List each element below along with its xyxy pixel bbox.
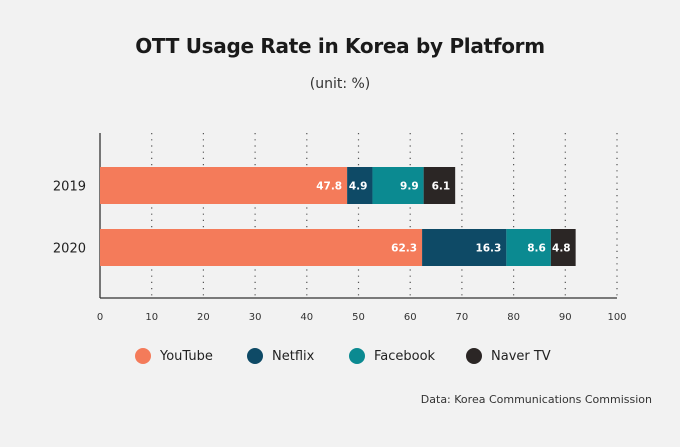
x-tick-label-100: 100 (607, 312, 626, 323)
data-label-netflix-2019: 4.9 (349, 181, 368, 193)
legend-item-youtube: YouTube (135, 348, 213, 364)
bar-segment-netflix-2020 (422, 229, 507, 266)
bar-segment-youtube-2020 (100, 229, 423, 266)
x-tick-label-20: 20 (197, 312, 210, 323)
bar-segment-naver-tv-2020 (550, 229, 576, 266)
chart-subtitle: (unit: %) (309, 76, 371, 92)
data-label-youtube-2019: 47.8 (316, 181, 342, 193)
legend-label-naver-tv: Naver TV (491, 348, 551, 364)
data-label-naver-tv-2019: 6.1 (432, 181, 451, 193)
chart-title: OTT Usage Rate in Korea by Platform (135, 34, 545, 58)
x-tick-label-90: 90 (559, 312, 572, 323)
bar-segment-naver-tv-2019 (423, 167, 456, 204)
data-label-netflix-2020: 16.3 (475, 243, 501, 255)
x-tick-label-30: 30 (249, 312, 262, 323)
bar-segment-netflix-2019 (347, 167, 373, 204)
legend-item-facebook: Facebook (349, 348, 435, 364)
legend-swatch-naver-tv (466, 348, 482, 364)
x-tick-label-0: 0 (97, 312, 103, 323)
data-label-facebook-2020: 8.6 (527, 243, 546, 255)
bar-segment-youtube-2019 (100, 167, 348, 204)
legend-label-youtube: YouTube (160, 348, 213, 364)
bar-segment-facebook-2020 (506, 229, 551, 266)
x-tick-label-60: 60 (404, 312, 417, 323)
legend-swatch-netflix (247, 348, 263, 364)
legend-label-netflix: Netflix (272, 348, 315, 364)
legend-item-naver-tv: Naver TV (466, 348, 551, 364)
data-label-facebook-2019: 9.9 (400, 181, 419, 193)
x-tick-label-50: 50 (352, 312, 365, 323)
data-source: Data: Korea Communications Commission (420, 393, 652, 406)
legend-swatch-youtube (135, 348, 151, 364)
category-label-2020: 2020 (53, 242, 86, 257)
legend-item-netflix: Netflix (247, 348, 314, 364)
legend: YouTube Netflix Facebook Naver TV (0, 348, 680, 368)
x-tick-label-10: 10 (145, 312, 158, 323)
data-label-youtube-2020: 62.3 (391, 243, 417, 255)
bar-segment-facebook-2019 (372, 167, 424, 204)
x-tick-label-80: 80 (507, 312, 520, 323)
x-tick-label-70: 70 (456, 312, 469, 323)
legend-label-facebook: Facebook (374, 348, 436, 364)
legend-swatch-facebook (349, 348, 365, 364)
category-label-2019: 2019 (53, 180, 86, 195)
data-label-naver-tv-2020: 4.8 (552, 243, 571, 255)
x-tick-label-40: 40 (300, 312, 313, 323)
